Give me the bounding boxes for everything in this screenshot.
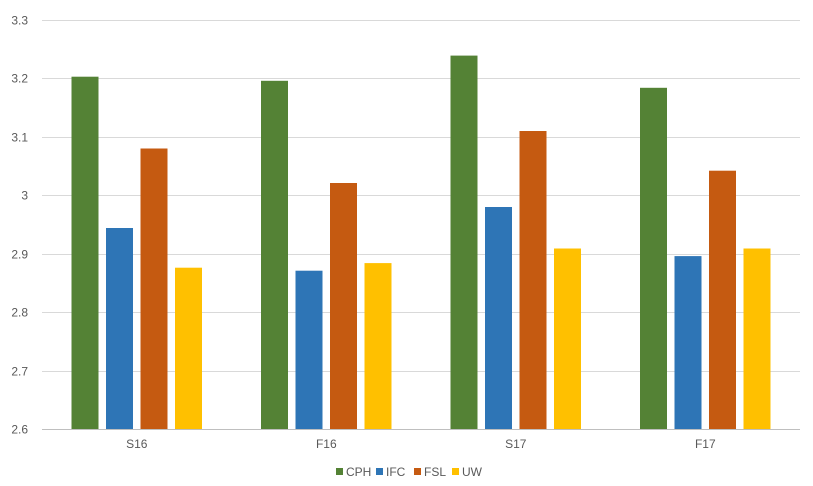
x-tick-label: F17 (695, 437, 716, 451)
bar-cph-f17 (640, 87, 667, 430)
legend-label-ifc: IFC (386, 465, 406, 479)
x-axis-labels: S16 F16 S17 F17 (126, 437, 716, 451)
gridlines (42, 20, 800, 430)
bar-ifc-s16 (106, 228, 133, 429)
bar-ifc-s17 (485, 207, 512, 429)
bar-fsl-s17 (519, 131, 547, 429)
bars (71, 55, 771, 430)
y-axis-labels: 2.6 2.7 2.8 2.9 3 3.1 3.2 3.3 (11, 14, 28, 437)
y-tick-label: 3.1 (11, 131, 28, 145)
bar-uw-s17 (554, 248, 581, 429)
legend-label-cph: CPH (346, 465, 371, 479)
legend-label-uw: UW (462, 465, 483, 479)
legend-swatch-cph (336, 468, 343, 475)
y-tick-label: 2.7 (11, 365, 28, 379)
legend-swatch-uw (452, 468, 459, 475)
bar-uw-f17 (743, 248, 771, 429)
bar-cph-s17 (450, 55, 478, 429)
x-tick-label: F16 (316, 437, 337, 451)
bar-uw-f16 (364, 263, 392, 429)
bar-ifc-f16 (295, 270, 323, 429)
y-tick-label: 3 (21, 189, 28, 203)
bar-fsl-f16 (330, 183, 357, 429)
bar-cph-f16 (261, 80, 288, 430)
y-tick-label: 2.6 (11, 423, 28, 437)
legend-label-fsl: FSL (424, 465, 446, 479)
y-tick-label: 3.2 (11, 72, 28, 86)
bar-uw-s16 (175, 267, 202, 429)
y-tick-label: 3.3 (11, 14, 28, 28)
bar-cph-s16 (71, 76, 99, 429)
x-tick-label: S16 (126, 437, 148, 451)
y-tick-label: 2.8 (11, 306, 28, 320)
bar-fsl-s16 (140, 148, 168, 429)
bar-ifc-f17 (674, 256, 702, 429)
x-tick-label: S17 (505, 437, 527, 451)
y-tick-label: 2.9 (11, 248, 28, 262)
legend-swatch-ifc (376, 468, 383, 475)
legend-swatch-fsl (414, 468, 421, 475)
bar-fsl-f17 (709, 170, 736, 429)
legend: CPH IFC FSL UW (336, 465, 483, 479)
